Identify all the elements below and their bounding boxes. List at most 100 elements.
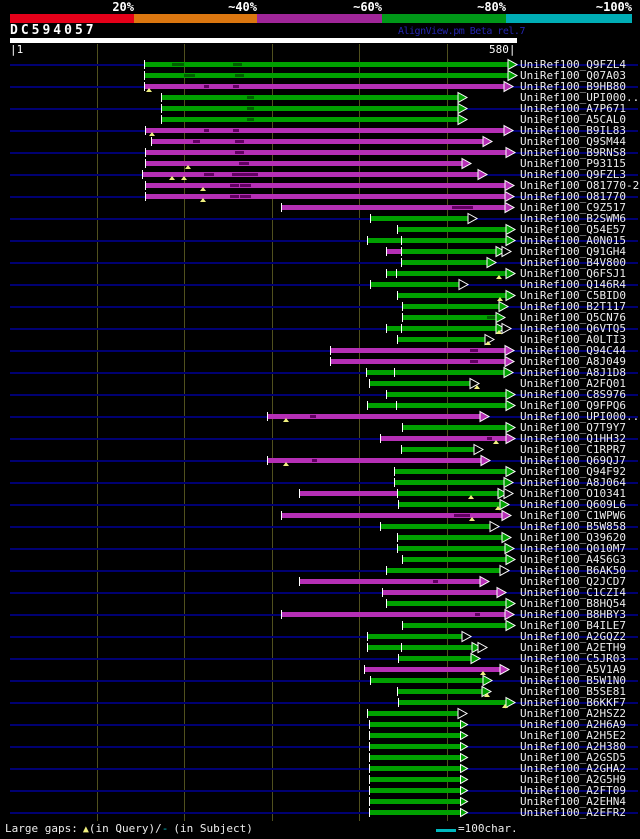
alignment-bar[interactable]: [385, 326, 503, 331]
subject-label[interactable]: UniRef100_A2HSZ2: [520, 707, 626, 720]
alignment-bar[interactable]: [298, 579, 481, 584]
subject-label[interactable]: UniRef100_A2H5E2: [520, 729, 626, 742]
subject-label[interactable]: UniRef100_A2EFR2: [520, 806, 626, 819]
subject-label[interactable]: UniRef100_A2G5H9: [520, 773, 626, 786]
subject-label[interactable]: UniRef100_Q2JCD7: [520, 575, 626, 588]
subject-label[interactable]: UniRef100_UPI000..: [520, 410, 640, 423]
subject-label[interactable]: UniRef100_Q146R4: [520, 278, 626, 291]
alignment-bar[interactable]: [142, 172, 480, 177]
alignment-bar[interactable]: [369, 766, 462, 771]
subject-label[interactable]: UniRef100_A2FT09: [520, 784, 626, 797]
subject-label[interactable]: UniRef100_B8HBY3: [520, 608, 626, 621]
alignment-bar[interactable]: [160, 106, 460, 111]
subject-label[interactable]: UniRef100_A5CAL0: [520, 113, 626, 126]
alignment-bar[interactable]: [382, 590, 499, 595]
alignment-bar[interactable]: [367, 403, 508, 408]
alignment-bar[interactable]: [363, 667, 502, 672]
alignment-bar[interactable]: [397, 293, 508, 298]
alignment-bar[interactable]: [397, 502, 502, 507]
subject-label[interactable]: UniRef100_A2GQZ2: [520, 630, 626, 643]
subject-label[interactable]: UniRef100_B6KKF7: [520, 696, 626, 709]
alignment-bar[interactable]: [369, 722, 462, 727]
subject-label[interactable]: UniRef100_A0N015: [520, 234, 626, 247]
subject-label[interactable]: UniRef100_B6AK50: [520, 564, 626, 577]
alignment-bar[interactable]: [144, 128, 506, 133]
subject-label[interactable]: UniRef100_C8S976: [520, 388, 626, 401]
subject-label[interactable]: UniRef100_B9RNS8: [520, 146, 626, 159]
subject-label[interactable]: UniRef100_B5W858: [520, 520, 626, 533]
subject-label[interactable]: UniRef100_Q6FSJ1: [520, 267, 626, 280]
alignment-bar[interactable]: [397, 337, 487, 342]
subject-label[interactable]: UniRef100_A2GSD5: [520, 751, 626, 764]
alignment-bar[interactable]: [397, 656, 473, 661]
subject-label[interactable]: UniRef100_B5SE81: [520, 685, 626, 698]
alignment-bar[interactable]: [369, 733, 462, 738]
alignment-bar[interactable]: [402, 315, 497, 320]
alignment-bar[interactable]: [385, 271, 508, 276]
subject-label[interactable]: UniRef100_O81770-2: [520, 179, 640, 192]
alignment-bar[interactable]: [369, 799, 462, 804]
alignment-bar[interactable]: [402, 623, 508, 628]
alignment-bar[interactable]: [367, 634, 463, 639]
subject-label[interactable]: UniRef100_A2EHN4: [520, 795, 626, 808]
subject-label[interactable]: UniRef100_B5W1N0: [520, 674, 626, 687]
subject-label[interactable]: UniRef100_A7P671: [520, 102, 626, 115]
subject-label[interactable]: UniRef100_C5JR03: [520, 652, 626, 665]
alignment-bar[interactable]: [267, 414, 481, 419]
alignment-bar[interactable]: [367, 645, 480, 650]
subject-label[interactable]: UniRef100_B4V800: [520, 256, 626, 269]
subject-label[interactable]: UniRef100_Q69QJ7: [520, 454, 626, 467]
subject-label[interactable]: UniRef100_Q9FZL3: [520, 168, 626, 181]
subject-label[interactable]: UniRef100_Q07A03: [520, 69, 626, 82]
alignment-bar[interactable]: [394, 469, 508, 474]
alignment-bar[interactable]: [380, 524, 491, 529]
alignment-bar[interactable]: [329, 348, 507, 353]
subject-label[interactable]: UniRef100_UPI000..: [520, 91, 640, 104]
alignment-bar-lead[interactable]: [385, 249, 401, 254]
subject-label[interactable]: UniRef100_A0LTI3: [520, 333, 626, 346]
subject-label[interactable]: UniRef100_A8J049: [520, 355, 626, 368]
alignment-bar[interactable]: [280, 612, 507, 617]
alignment-bar[interactable]: [369, 777, 462, 782]
alignment-bar[interactable]: [397, 535, 503, 540]
subject-label[interactable]: UniRef100_Q54E57: [520, 223, 626, 236]
alignment-bar[interactable]: [385, 601, 508, 606]
alignment-bar[interactable]: [402, 425, 508, 430]
subject-label[interactable]: UniRef100_B9HB80: [520, 80, 626, 93]
alignment-bar[interactable]: [280, 205, 507, 210]
alignment-bar[interactable]: [150, 139, 484, 144]
subject-label[interactable]: UniRef100_C5BID0: [520, 289, 626, 302]
alignment-bar[interactable]: [369, 678, 485, 683]
alignment-bar[interactable]: [380, 436, 508, 441]
subject-label[interactable]: UniRef100_C1RPR7: [520, 443, 626, 456]
subject-label[interactable]: UniRef100_Q94C44: [520, 344, 626, 357]
alignment-bar[interactable]: [143, 62, 509, 67]
subject-label[interactable]: UniRef100_A2FQ01: [520, 377, 626, 390]
alignment-bar[interactable]: [369, 381, 472, 386]
alignment-bar[interactable]: [367, 711, 460, 716]
subject-label[interactable]: UniRef100_Q7T9Y7: [520, 421, 626, 434]
alignment-bar[interactable]: [160, 117, 460, 122]
alignment-bar[interactable]: [329, 359, 507, 364]
subject-label[interactable]: UniRef100_B2SWM6: [520, 212, 626, 225]
subject-label[interactable]: UniRef100_A8J064: [520, 476, 626, 489]
subject-label[interactable]: UniRef100_A5V1A9: [520, 663, 626, 676]
alignment-bar[interactable]: [385, 392, 508, 397]
alignment-bar[interactable]: [400, 260, 488, 265]
subject-label[interactable]: UniRef100_C9Z517: [520, 201, 626, 214]
subject-label[interactable]: UniRef100_Q91GH4: [520, 245, 626, 258]
subject-label[interactable]: UniRef100_Q010M7: [520, 542, 626, 555]
subject-label[interactable]: UniRef100_B8HQ54: [520, 597, 626, 610]
alignment-bar[interactable]: [144, 194, 507, 199]
subject-label[interactable]: UniRef100_P93115: [520, 157, 626, 170]
subject-label[interactable]: UniRef100_B2T117: [520, 300, 626, 313]
subject-label[interactable]: UniRef100_C1CZI4: [520, 586, 626, 599]
alignment-bar[interactable]: [402, 557, 508, 562]
subject-label[interactable]: UniRef100_A2GHA2: [520, 762, 626, 775]
alignment-bar[interactable]: [369, 282, 460, 287]
alignment-bar[interactable]: [385, 568, 502, 573]
subject-label[interactable]: UniRef100_A8J1D8: [520, 366, 626, 379]
alignment-bar[interactable]: [144, 161, 463, 166]
alignment-bar[interactable]: [369, 744, 462, 749]
subject-label[interactable]: UniRef100_C1WPW6: [520, 509, 626, 522]
